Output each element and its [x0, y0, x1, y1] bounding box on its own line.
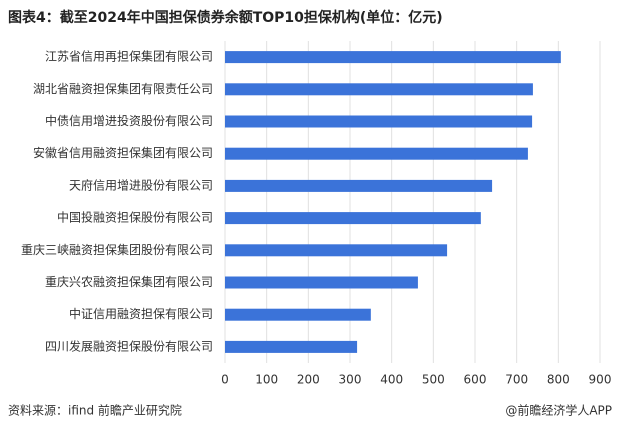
bar [225, 179, 493, 192]
bar [225, 212, 481, 225]
y-tick-label: 四川发展融资担保股份有限公司 [45, 338, 213, 353]
y-tick-label: 重庆兴农融资担保集团有限公司 [45, 274, 213, 289]
y-tick-label: 中债信用增进投资股份有限公司 [45, 113, 213, 128]
y-tick-label: 江苏省信用再担保集团有限公司 [45, 49, 213, 64]
x-tick-label: 600 [464, 373, 487, 387]
y-tick-label: 中国投融资担保股份有限公司 [57, 210, 213, 225]
bar [225, 244, 448, 257]
y-tick-label: 中证信用融资担保有限公司 [69, 306, 213, 321]
x-tick-label: 500 [422, 373, 445, 387]
bar [225, 147, 528, 160]
x-tick-label: 900 [589, 373, 612, 387]
x-tick-label: 300 [339, 373, 362, 387]
bar [225, 276, 418, 289]
bar [225, 83, 533, 96]
chart-title: 图表4：截至2024年中国担保债券余额TOP10担保机构(单位：亿元) [8, 9, 443, 26]
x-tick-label: 200 [297, 373, 320, 387]
x-tick-label: 0 [221, 373, 229, 387]
x-tick-label: 100 [255, 373, 278, 387]
bar [225, 308, 371, 321]
source: 资料来源：ifind 前瞻产业研究院 [8, 403, 182, 418]
y-tick-label: 安徽省信用融资担保集团有限公司 [33, 145, 213, 160]
x-tick-label: 800 [547, 373, 570, 387]
x-tick-label: 400 [380, 373, 403, 387]
bar [225, 340, 358, 353]
bar [225, 51, 561, 64]
credit: @前瞻经济学人APP [505, 403, 612, 418]
y-tick-label: 重庆三峡融资担保集团股份有限公司 [21, 242, 213, 257]
bar [225, 115, 533, 128]
x-tick-label: 700 [505, 373, 528, 387]
y-tick-label: 湖北省融资担保集团有限责任公司 [33, 81, 213, 96]
y-tick-label: 天府信用增进股份有限公司 [69, 177, 213, 192]
